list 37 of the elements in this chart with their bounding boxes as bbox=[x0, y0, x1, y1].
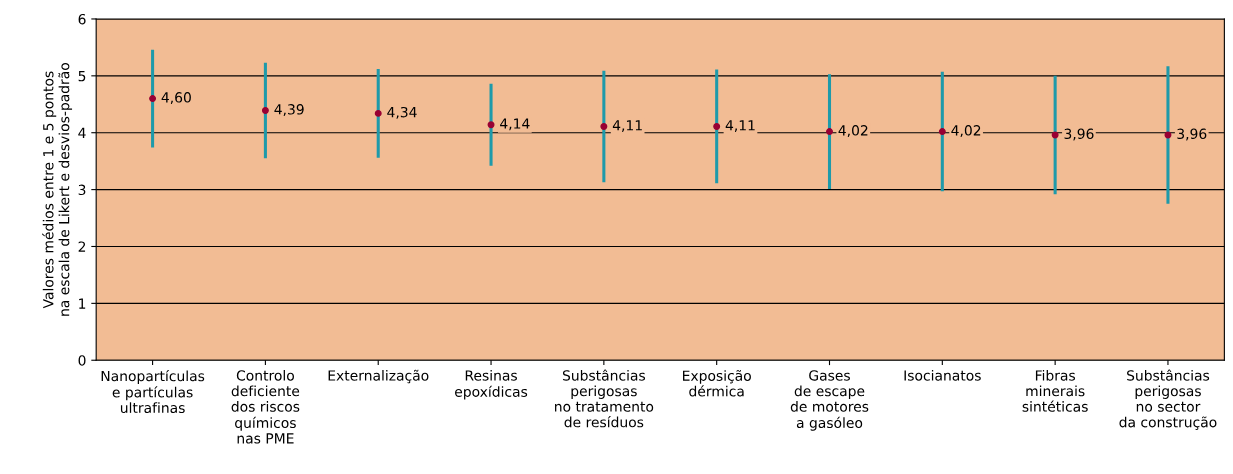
point bbox=[600, 122, 608, 130]
y-tick-label: 0 bbox=[78, 355, 86, 366]
x-tick-label: Controlo deficiente dos riscos químicos nas PME bbox=[231, 369, 300, 444]
x-tick-label: Isocianatos bbox=[904, 369, 981, 381]
y-tick-label: 2 bbox=[78, 241, 86, 252]
point bbox=[713, 122, 721, 130]
point bbox=[149, 95, 157, 103]
data-label: 4,34 bbox=[387, 106, 417, 119]
y-tick-label: 5 bbox=[78, 70, 86, 82]
data-label: 3,96 bbox=[1064, 128, 1094, 141]
x-tick-label: Fibras minerais sintéticas bbox=[1022, 369, 1088, 412]
data-label: 4,39 bbox=[274, 104, 304, 116]
point bbox=[1051, 131, 1059, 139]
y-tick-label: 4 bbox=[78, 127, 86, 138]
data-label: 4,02 bbox=[838, 125, 868, 138]
x-tick-label: Substâncias perigosas no tratamento de resíduos bbox=[555, 369, 654, 428]
y-tick-label: 1 bbox=[79, 298, 86, 309]
data-label: 4,60 bbox=[161, 92, 191, 105]
data-label: 4,11 bbox=[725, 120, 755, 132]
point bbox=[487, 121, 495, 129]
data-label: 4,02 bbox=[951, 125, 981, 138]
point bbox=[938, 128, 946, 136]
x-tick-label: Nanopartículas e partículas ultrafinas bbox=[101, 369, 205, 414]
x-tick-label: Substâncias perigosas no sector da construção bbox=[1119, 369, 1217, 430]
y-tick-label: 3 bbox=[78, 184, 86, 196]
data-label: 3,96 bbox=[1177, 128, 1207, 141]
data-label: 4,14 bbox=[500, 118, 530, 131]
point bbox=[374, 109, 382, 117]
x-tick-label: Resinas epoxídicas bbox=[455, 369, 528, 400]
point bbox=[261, 107, 269, 115]
x-tick-label: Gases de escape de motores a gasóleo bbox=[790, 370, 869, 431]
y-tick-label: 6 bbox=[78, 13, 86, 25]
x-tick-label: Exposição dérmica bbox=[683, 369, 751, 397]
x-tick-label: Externalização bbox=[328, 369, 429, 384]
point bbox=[826, 128, 833, 136]
data-label: 4,11 bbox=[612, 120, 642, 132]
y-axis-title: Valores médios entre 1 e 5 pontos na escala de Likert e desvios-padrão bbox=[42, 63, 73, 316]
